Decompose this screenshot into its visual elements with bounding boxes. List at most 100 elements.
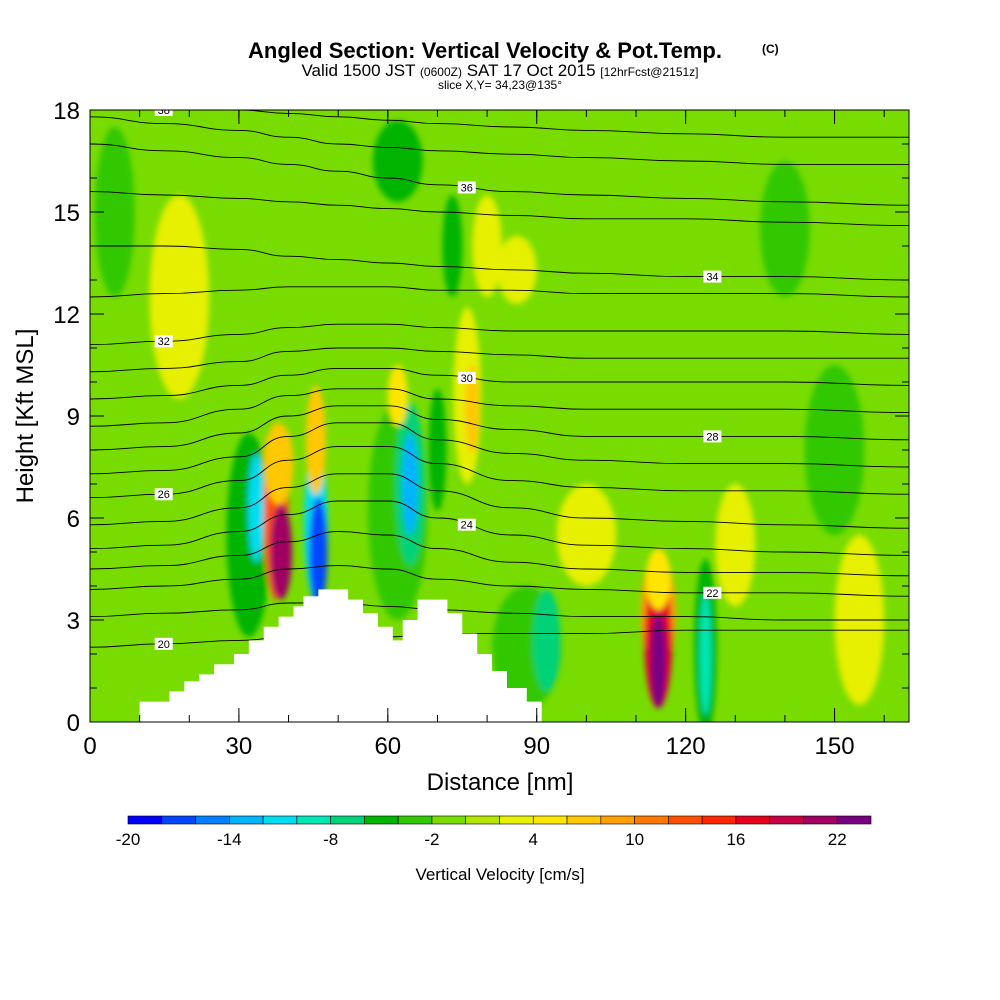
contour-label-text: 22 [706,588,718,600]
copyright-mark: (C) [762,42,779,56]
colorbar-tick-label: 10 [625,830,644,849]
y-tick-label: 9 [67,404,80,431]
contour-label-text: 20 [158,639,170,651]
contour-label-box [457,518,476,531]
colorbar-tick-label: 16 [726,830,745,849]
colorbar-swatch [803,815,838,825]
velocity-cell [760,161,810,297]
contour-labels: 20 22 24 26 28 30 32 34 36 38 [154,105,722,651]
y-tick-label: 6 [67,506,80,533]
contour-label: 34 [703,270,722,284]
y-tick-label: 12 [53,302,80,329]
colorbar-swatch [195,815,230,825]
y-tick-label: 15 [53,200,80,227]
contour-label-box [154,110,173,116]
forecast-info: [12hrFcst@2151z] [600,65,698,79]
colorbar-swatch [668,815,703,825]
contour-label: 26 [154,488,173,501]
velocity-cell [556,484,617,586]
contour-label-box [703,430,722,443]
colorbar-swatch [330,815,365,825]
contour-label-box [154,335,173,348]
theta-contour-line [90,110,909,138]
chart-title: Angled Section: Vertical Velocity & Pot.… [248,38,722,63]
contour-label: 36 [457,181,476,194]
colorbar-label: Vertical Velocity [cm/s] [415,865,584,884]
velocity-cell [270,504,293,600]
contour-label-text: 30 [461,373,473,385]
x-axis-label: Distance [nm] [427,769,574,796]
velocity-cell [305,385,326,495]
x-axis-ticks: 0 30 60 90 120 150 [83,110,885,760]
velocity-cell [464,365,480,454]
velocity-cell [263,422,294,505]
velocity-cell [645,548,671,610]
theta-contour-line [90,405,909,451]
contour-label: 28 [703,430,722,443]
velocity-cell [472,195,502,297]
plot-area: 20 22 24 26 28 30 32 34 36 38 [90,105,909,722]
colorbar-swatch [262,815,298,825]
colorbar-swatch [229,815,264,825]
theta-contour-line [90,116,909,165]
colorbar-swatch [296,815,331,825]
contour-label: 20 [154,637,173,651]
velocity-cell [248,453,265,563]
theta-contour-line [90,323,909,346]
colorbar-swatch [465,815,500,825]
colorbar-tick-label: -20 [116,830,141,849]
theta-contour-line [90,565,909,597]
theta-contour-line [90,531,909,577]
contour-label-text: 26 [158,489,170,501]
colorbar-swatch [701,815,737,825]
contour-label-text: 24 [461,520,473,532]
contour-label-text: 38 [158,105,170,117]
velocity-cell [428,388,447,512]
colorbar: -20 -14 -8 -2 4 10 16 22 [116,815,872,849]
theta-contours [90,110,909,648]
x-tick-label: 90 [523,733,550,760]
y-tick-label: 3 [67,608,80,635]
colorbar-swatch [634,815,669,825]
colorbar-swatch [769,815,804,825]
x-tick-label: 60 [374,733,401,760]
contour-label-box [457,181,476,194]
contour-label: 38 [154,105,173,117]
velocity-cell [804,365,865,535]
contour-label: 30 [457,371,476,385]
velocity-cell [532,589,561,692]
contour-label-text: 28 [706,431,718,443]
valid-prefix: Valid 1500 JST [301,61,415,80]
theta-contour-line [90,500,909,556]
contour-label-text: 32 [158,336,170,348]
colorbar-tick-label: -8 [323,830,338,849]
velocity-cell [715,484,756,607]
terrain [90,589,909,722]
theta-contour-line [90,191,909,227]
velocity-cell [442,195,463,297]
contour-label: 32 [154,335,173,348]
valid-date: SAT 17 Oct 2015 [467,61,596,80]
y-tick-label: 18 [53,98,80,125]
colorbar-tick-label: -2 [424,830,439,849]
colorbar-swatch [532,815,568,825]
valid-time-line: Valid 1500 JST (0600Z) SAT 17 Oct 2015 [… [301,61,698,80]
theta-contour-line [90,143,909,206]
y-tick-label: 0 [67,710,80,737]
colorbar-swatch [397,815,433,825]
colorbar-tick-label: -14 [217,830,242,849]
x-tick-label: 120 [666,733,706,760]
theta-contour-line [90,245,909,281]
colorbar-swatch [735,815,770,825]
colorbar-swatch [161,815,196,825]
valid-utc: (0600Z) [420,65,462,79]
colorbar-swatch [431,815,467,825]
contour-label-box [154,488,173,501]
velocity-cell [387,365,408,427]
colorbar-tick-label: 4 [529,830,538,849]
theta-contour-line [90,286,909,298]
velocity-cell [372,120,423,202]
velocity-cell [402,433,419,535]
